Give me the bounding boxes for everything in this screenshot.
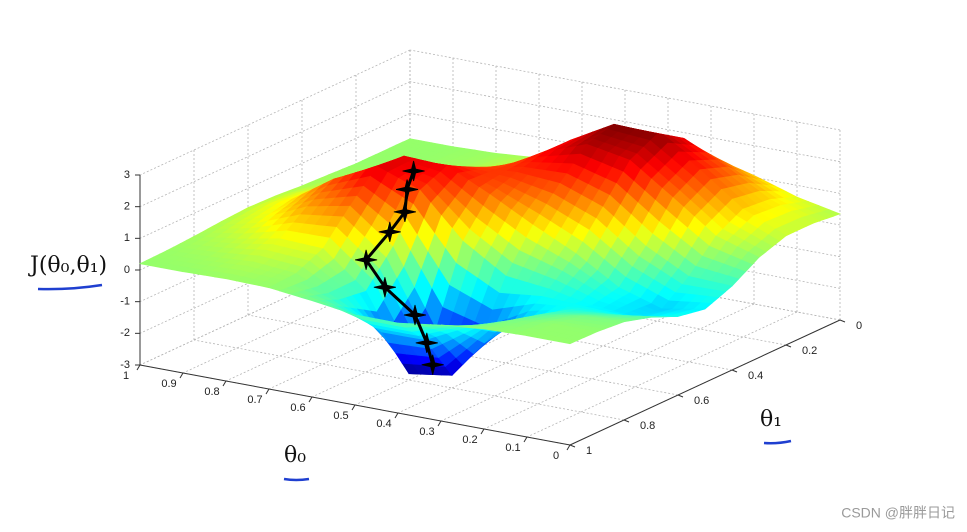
labels: J(θ₀,θ₁) θ₀ θ₁ CSDN @胖胖日记 <box>28 253 955 521</box>
x-tick-label: 0.7 <box>247 394 262 406</box>
path-marker <box>402 160 425 182</box>
x-axis-label: θ₀ <box>284 443 306 468</box>
y-tick-label: 0.2 <box>802 345 817 357</box>
y-tick-label: 0.8 <box>640 420 655 432</box>
grid-line <box>139 112 411 239</box>
x-tick-label: 0.3 <box>419 426 434 438</box>
y-axis-label: θ₁ <box>760 407 782 432</box>
grid-line <box>526 311 798 438</box>
axis-line <box>569 319 841 446</box>
tick-mark <box>179 372 184 379</box>
descent-path <box>355 160 444 375</box>
tick-mark <box>785 344 792 348</box>
tick-mark <box>437 420 442 427</box>
grid-line <box>409 49 841 131</box>
z-tick-label: -1 <box>120 296 130 308</box>
z-tick-label: 0 <box>124 264 130 276</box>
tick-mark <box>839 319 846 323</box>
surface <box>138 123 841 376</box>
y-tick-label: 0.4 <box>748 370 763 382</box>
tick-mark <box>351 404 356 411</box>
path-marker <box>373 277 396 298</box>
grid-line <box>139 81 411 208</box>
z-tick-label: 2 <box>124 201 130 213</box>
tick-mark <box>265 388 270 395</box>
grid-line <box>409 112 841 194</box>
y-tick-label: 0 <box>856 320 862 332</box>
grid-line <box>193 339 625 421</box>
tick-mark <box>677 394 684 398</box>
tick-mark <box>308 396 313 403</box>
z-tick-label: -2 <box>120 327 130 339</box>
x-tick-label: 0.2 <box>462 434 477 446</box>
path-marker <box>396 179 419 200</box>
x-tick-label: 1 <box>123 370 129 382</box>
x-tick-label: 0.8 <box>204 386 219 398</box>
tick-mark <box>480 428 485 435</box>
grid-line <box>409 81 841 163</box>
grid-line <box>247 314 679 396</box>
tick-mark <box>136 364 141 371</box>
tick-mark <box>569 444 576 448</box>
surface-patch <box>558 338 578 345</box>
x-tick-label: 0.4 <box>376 418 391 430</box>
x-tick-label: 0 <box>553 450 559 462</box>
tick-mark <box>523 436 528 443</box>
y-tick-label: 1 <box>586 445 592 457</box>
path-marker <box>378 221 401 242</box>
x-tick-label: 0.6 <box>290 402 305 414</box>
x-tick-label: 0.5 <box>333 410 348 422</box>
underline <box>37 283 103 291</box>
tick-mark <box>566 444 571 451</box>
underline <box>283 477 310 482</box>
tick-mark <box>222 380 227 387</box>
tick-mark <box>731 369 738 373</box>
path-marker <box>393 201 416 222</box>
y-tick-label: 0.6 <box>694 395 709 407</box>
watermark: CSDN @胖胖日记 <box>841 505 955 521</box>
z-tick-label: 3 <box>124 169 130 181</box>
path-marker <box>421 354 444 375</box>
path-marker <box>415 332 438 353</box>
path-marker <box>403 304 427 326</box>
grid-line <box>139 49 411 176</box>
z-tick-label: -3 <box>120 359 130 371</box>
z-axis-label: J(θ₀,θ₁) <box>28 253 107 278</box>
path-marker <box>355 249 378 270</box>
x-tick-label: 0.1 <box>505 442 520 454</box>
tick-mark <box>394 412 399 419</box>
grid-line <box>483 303 755 430</box>
tick-mark <box>623 419 630 423</box>
z-tick-label: 1 <box>124 232 130 244</box>
underline <box>763 439 792 445</box>
x-tick-label: 0.9 <box>161 378 176 390</box>
